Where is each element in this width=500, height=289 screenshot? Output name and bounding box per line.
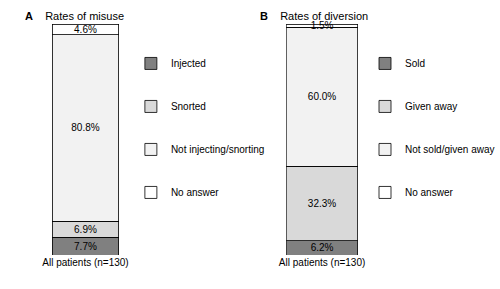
svg-text:Not injecting/snorting: Not injecting/snorting: [171, 144, 264, 155]
svg-text:Injected: Injected: [171, 58, 206, 69]
svg-text:60.0%: 60.0%: [308, 91, 336, 102]
svg-text:32.3%: 32.3%: [308, 198, 336, 209]
svg-text:All patients (n=130): All patients (n=130): [279, 257, 365, 268]
svg-text:Snorted: Snorted: [171, 101, 206, 112]
svg-text:No answer: No answer: [171, 187, 219, 198]
svg-text:Sold: Sold: [405, 58, 425, 69]
svg-text:6.2%: 6.2%: [311, 242, 334, 253]
svg-text:80.8%: 80.8%: [71, 122, 99, 133]
svg-text:1.5%: 1.5%: [311, 20, 334, 31]
svg-text:6.9%: 6.9%: [74, 224, 97, 235]
svg-text:B Rates of diversion: B Rates of diversion: [260, 10, 368, 22]
svg-text:A Rates of misuse: A Rates of misuse: [25, 10, 124, 22]
svg-text:No answer: No answer: [405, 187, 453, 198]
svg-text:Not sold/given away: Not sold/given away: [405, 144, 495, 155]
svg-text:Given away: Given away: [405, 101, 457, 112]
svg-text:4.6%: 4.6%: [74, 24, 97, 35]
svg-text:7.7%: 7.7%: [74, 241, 97, 252]
svg-text:All patients (n=130): All patients (n=130): [42, 257, 128, 268]
